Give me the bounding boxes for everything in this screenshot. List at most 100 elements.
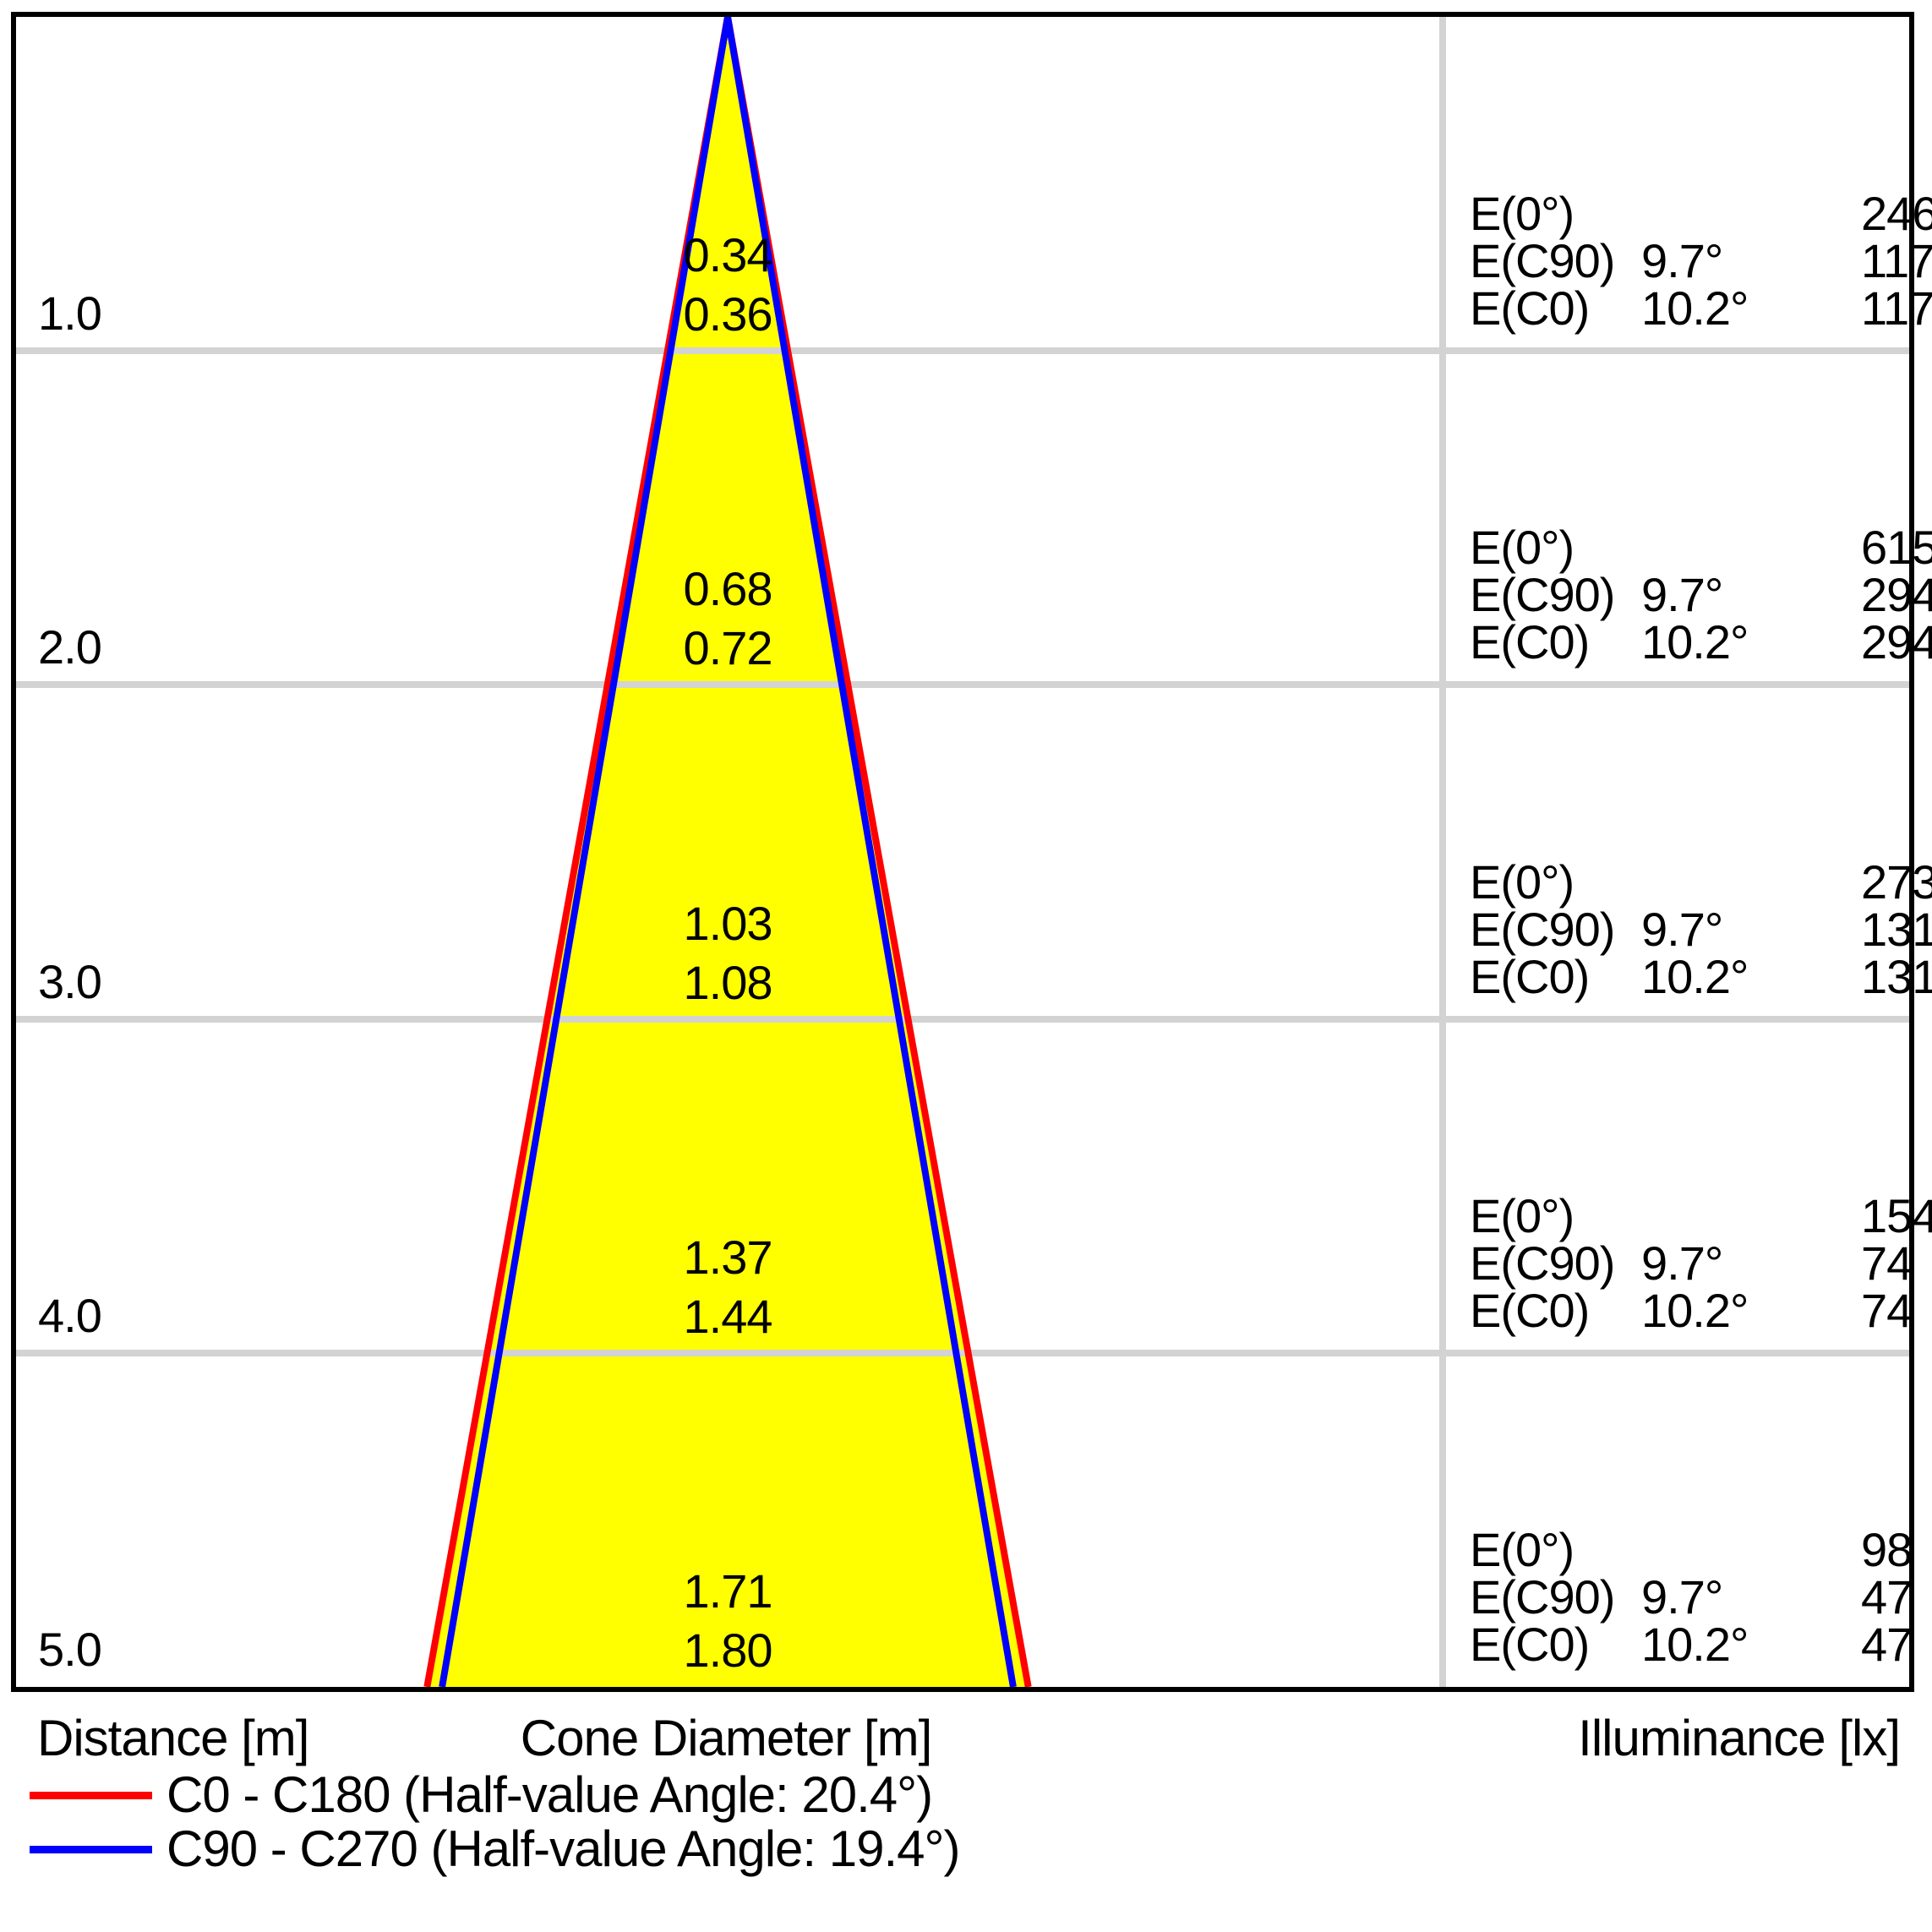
e-value: 154	[1861, 1189, 1932, 1242]
illuminance-row-ec90: E(C90) 9.7° 131	[1470, 903, 1932, 956]
e-label: E(0°)	[1470, 187, 1575, 240]
e-value: 98	[1861, 1523, 1913, 1576]
e-label: E(C0)	[1470, 615, 1590, 669]
cone-diameter-c0-value: 1.80	[683, 1624, 773, 1677]
illuminance-row-e0: E(0°) 98	[1470, 1523, 1913, 1576]
e-value: 47	[1861, 1618, 1913, 1671]
illuminance-row-ec90: E(C90) 9.7° 74	[1470, 1236, 1913, 1290]
cone-diameter-values: 0.34 0.36	[16, 226, 1439, 344]
axis-labels: Distance [m] Cone Diameter [m] Illuminan…	[11, 1709, 1919, 1768]
e-label: E(0°)	[1470, 855, 1575, 909]
cone-diameter-axis-label: Cone Diameter [m]	[520, 1710, 933, 1766]
diagram-row-5: 5.0 1.71 1.80 E(0°) 98 E(C90) 9.7° 47 E(…	[16, 1353, 1913, 1687]
cone-diameter-c90-value: 0.34	[683, 228, 773, 281]
e-value: 273	[1861, 855, 1932, 909]
distance-value: 5.0	[38, 1623, 102, 1676]
distance-axis-label: Distance [m]	[37, 1710, 309, 1766]
e-value: 294	[1861, 615, 1932, 669]
e-value: 74	[1861, 1236, 1913, 1290]
grid-line-horizontal-3	[16, 1016, 1909, 1023]
e-label: E(C0)	[1470, 281, 1590, 335]
cone-diameter-values: 1.71 1.80	[16, 1562, 1439, 1680]
diagram-row-2: 2.0 0.68 0.72 E(0°) 615 E(C90) 9.7° 294 …	[16, 351, 1932, 685]
illuminance-block: E(0°) 2461 E(C90) 9.7° 1177 E(C0) 10.2° …	[1470, 187, 1932, 335]
illuminance-row-ec0: E(C0) 10.2° 74	[1470, 1284, 1913, 1337]
diagram-row-3: 3.0 1.03 1.08 E(0°) 273 E(C90) 9.7° 131 …	[16, 685, 1932, 1019]
grid-line-horizontal-4	[16, 1350, 1909, 1356]
e-angle: 10.2°	[1641, 615, 1749, 669]
c90-beam-line-right	[724, 17, 1017, 1687]
c90-beam-line-left	[439, 17, 731, 1687]
e-angle: 9.7°	[1641, 903, 1723, 956]
cone-diameter-c0-value: 1.08	[683, 956, 773, 1009]
distance-value: 1.0	[38, 287, 102, 340]
illuminance-axis-label: Illuminance [lx]	[1578, 1710, 1901, 1766]
cone-diameter-c90-value: 1.03	[683, 897, 773, 950]
beam-cone-chart	[16, 17, 1909, 1687]
e-label: E(C90)	[1470, 903, 1615, 956]
e-angle: 10.2°	[1641, 1618, 1749, 1671]
e-angle: 9.7°	[1641, 1236, 1723, 1290]
illuminance-row-ec0: E(C0) 10.2° 47	[1470, 1618, 1913, 1671]
e-label: E(C0)	[1470, 1618, 1590, 1671]
cone-diameter-c90-value: 0.68	[683, 562, 773, 615]
illuminance-block: E(0°) 273 E(C90) 9.7° 131 E(C0) 10.2° 13…	[1470, 855, 1932, 1003]
illuminance-row-ec90: E(C90) 9.7° 294	[1470, 568, 1932, 621]
e-value: 1177	[1861, 234, 1932, 287]
c0-legend-line	[30, 1791, 152, 1799]
e-angle: 9.7°	[1641, 234, 1723, 287]
illuminance-row-ec90: E(C90) 9.7° 1177	[1470, 234, 1932, 287]
cone-diameter-c90-value: 1.71	[683, 1564, 773, 1618]
e-value: 294	[1861, 568, 1932, 621]
e-value: 131	[1861, 903, 1932, 956]
illuminance-block: E(0°) 98 E(C90) 9.7° 47 E(C0) 10.2° 47	[1470, 1523, 1913, 1671]
illuminance-row-e0: E(0°) 154	[1470, 1189, 1932, 1242]
e-label: E(0°)	[1470, 1189, 1575, 1242]
e-value: 47	[1861, 1570, 1913, 1624]
panel-divider-vertical	[1439, 17, 1446, 1687]
e-label: E(C0)	[1470, 950, 1590, 1003]
e-angle: 10.2°	[1641, 1284, 1749, 1337]
e-angle: 10.2°	[1641, 950, 1749, 1003]
e-value: 2461	[1861, 187, 1932, 240]
cone-diameter-values: 0.68 0.72	[16, 559, 1439, 678]
illuminance-row-ec0: E(C0) 10.2° 131	[1470, 950, 1932, 1003]
illuminance-row-e0: E(0°) 2461	[1470, 187, 1932, 240]
diagram-panel: 1.0 0.34 0.36 E(0°) 2461 E(C90) 9.7° 117…	[11, 12, 1932, 1692]
e-value: 131	[1861, 950, 1932, 1003]
e-label: E(C90)	[1470, 234, 1615, 287]
cone-fill	[427, 17, 1029, 1687]
legend-label: C90 - C270 (Half-value Angle: 19.4°)	[166, 1820, 961, 1877]
distance-value: 3.0	[38, 955, 102, 1008]
cone-diameter-values: 1.37 1.44	[16, 1228, 1439, 1346]
cone-diameter-c90-value: 1.37	[683, 1231, 773, 1284]
diagram-row-4: 4.0 1.37 1.44 E(0°) 154 E(C90) 9.7° 74 E…	[16, 1019, 1932, 1353]
e-label: E(0°)	[1470, 1523, 1575, 1576]
e-angle: 10.2°	[1641, 281, 1749, 335]
grid-line-horizontal-1	[16, 347, 1909, 354]
distance-value: 4.0	[38, 1289, 102, 1342]
illuminance-block: E(0°) 615 E(C90) 9.7° 294 E(C0) 10.2° 29…	[1470, 521, 1932, 669]
legend-item-c90: C90 - C270 (Half-value Angle: 19.4°)	[30, 1820, 961, 1877]
cone-diameter-c0-value: 1.44	[683, 1290, 773, 1343]
e-angle: 9.7°	[1641, 1570, 1723, 1624]
illuminance-row-ec0: E(C0) 10.2° 1176	[1470, 281, 1932, 335]
e-value: 1176	[1861, 281, 1932, 335]
illuminance-row-e0: E(0°) 273	[1470, 855, 1932, 909]
illuminance-row-e0: E(0°) 615	[1470, 521, 1932, 574]
grid-line-horizontal-2	[16, 681, 1909, 688]
illuminance-row-ec90: E(C90) 9.7° 47	[1470, 1570, 1913, 1624]
e-label: E(0°)	[1470, 521, 1575, 574]
cone-diameter-c0-value: 0.36	[683, 287, 773, 341]
illuminance-row-ec0: E(C0) 10.2° 294	[1470, 615, 1932, 669]
e-value: 615	[1861, 521, 1932, 574]
e-label: E(C90)	[1470, 568, 1615, 621]
e-label: E(C90)	[1470, 1236, 1615, 1290]
legend-item-c0: C0 - C180 (Half-value Angle: 20.4°)	[30, 1766, 933, 1823]
legend-label: C0 - C180 (Half-value Angle: 20.4°)	[166, 1766, 933, 1823]
distance-value: 2.0	[38, 620, 102, 674]
e-label: E(C0)	[1470, 1284, 1590, 1337]
c90-legend-line	[30, 1845, 152, 1853]
cone-diameter-values: 1.03 1.08	[16, 894, 1439, 1012]
